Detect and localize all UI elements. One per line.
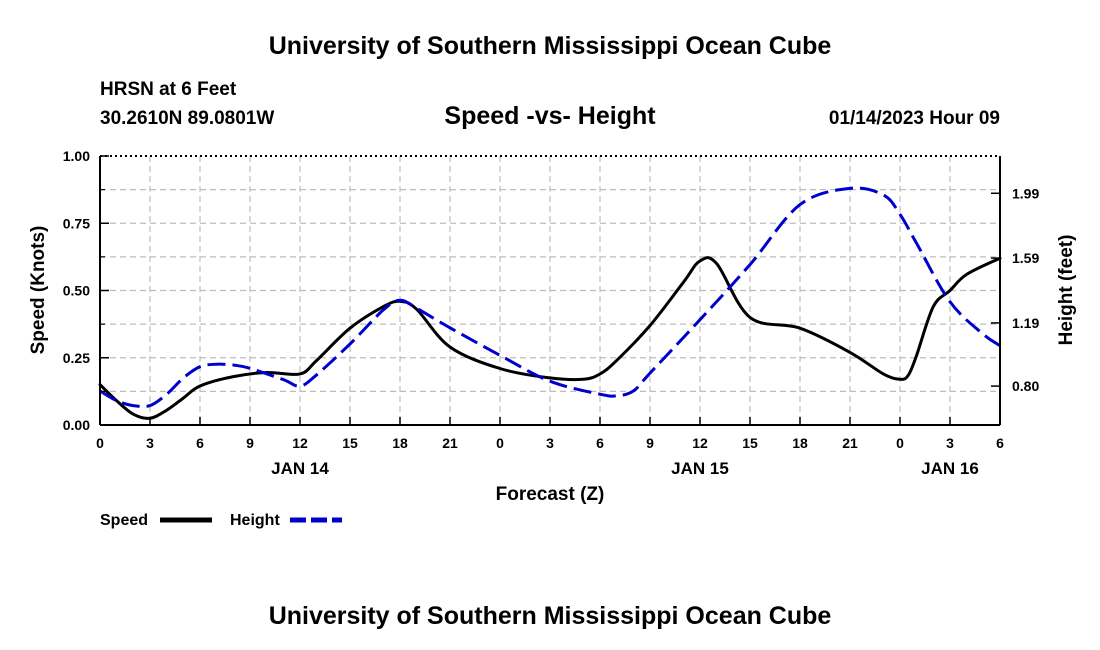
x-tick-label: 18 (792, 435, 808, 451)
station-label: HRSN at 6 Feet (100, 79, 237, 100)
x-tick-label: 21 (842, 435, 858, 451)
y-right-tick-label: 1.59 (1012, 250, 1039, 266)
series-layer (98, 186, 1002, 420)
timestamp-label: 01/14/2023 Hour 09 (829, 108, 1000, 129)
grid-layer (100, 156, 1000, 425)
x-tick-label: 0 (496, 435, 504, 451)
chart-subtitle: Speed -vs- Height (444, 102, 656, 130)
legend: Speed Height (100, 512, 342, 529)
y-right-tick-label: 1.19 (1012, 315, 1039, 331)
x-tick-label: 3 (546, 435, 554, 451)
x-tick-label: 6 (596, 435, 604, 451)
x-date-label: JAN 16 (921, 459, 979, 478)
x-axis-label: Forecast (Z) (496, 484, 605, 505)
x-tick-label: 0 (96, 435, 104, 451)
legend-speed-label: Speed (100, 512, 148, 529)
x-date-label: JAN 14 (271, 459, 329, 478)
x-tick-label: 3 (146, 435, 154, 451)
x-tick-label: 6 (196, 435, 204, 451)
x-date-label: JAN 15 (671, 459, 729, 478)
y-axis-left-label: Speed (Knots) (28, 226, 49, 355)
x-tick-label: 15 (342, 435, 358, 451)
x-tick-label: 3 (946, 435, 954, 451)
y-left-tick-label: 0.75 (63, 215, 90, 231)
axis-ticks: 0 3 6 9 12 15 18 21 0 3 6 9 12 15 18 21 0 3 6 JAN 14 JAN 15 J… (63, 148, 1040, 478)
y-left-tick-label: 0.00 (63, 417, 90, 433)
x-tick-label: 18 (392, 435, 408, 451)
footer-title: University of Southern Mississippi Ocean… (269, 602, 832, 630)
y-left-tick-label: 0.50 (63, 283, 90, 299)
chart-title: University of Southern Mississippi Ocean… (269, 32, 832, 60)
legend-height-label: Height (230, 512, 280, 529)
y-axis-right-label: Height (feet) (1056, 235, 1077, 346)
y-right-tick-label: 0.80 (1012, 378, 1039, 394)
x-tick-label: 6 (996, 435, 1004, 451)
series-line-height (99, 186, 1001, 409)
x-tick-label: 12 (692, 435, 708, 451)
x-tick-label: 21 (442, 435, 458, 451)
y-left-tick-label: 1.00 (63, 148, 90, 164)
x-tick-label: 0 (896, 435, 904, 451)
x-tick-label: 12 (292, 435, 308, 451)
y-right-tick-label: 1.99 (1012, 185, 1039, 201)
series-line-speed (98, 256, 1002, 420)
x-tick-label: 15 (742, 435, 758, 451)
y-left-tick-label: 0.25 (63, 350, 90, 366)
x-tick-label: 9 (646, 435, 654, 451)
x-tick-label: 9 (246, 435, 254, 451)
coordinates-label: 30.2610N 89.0801W (100, 108, 274, 129)
